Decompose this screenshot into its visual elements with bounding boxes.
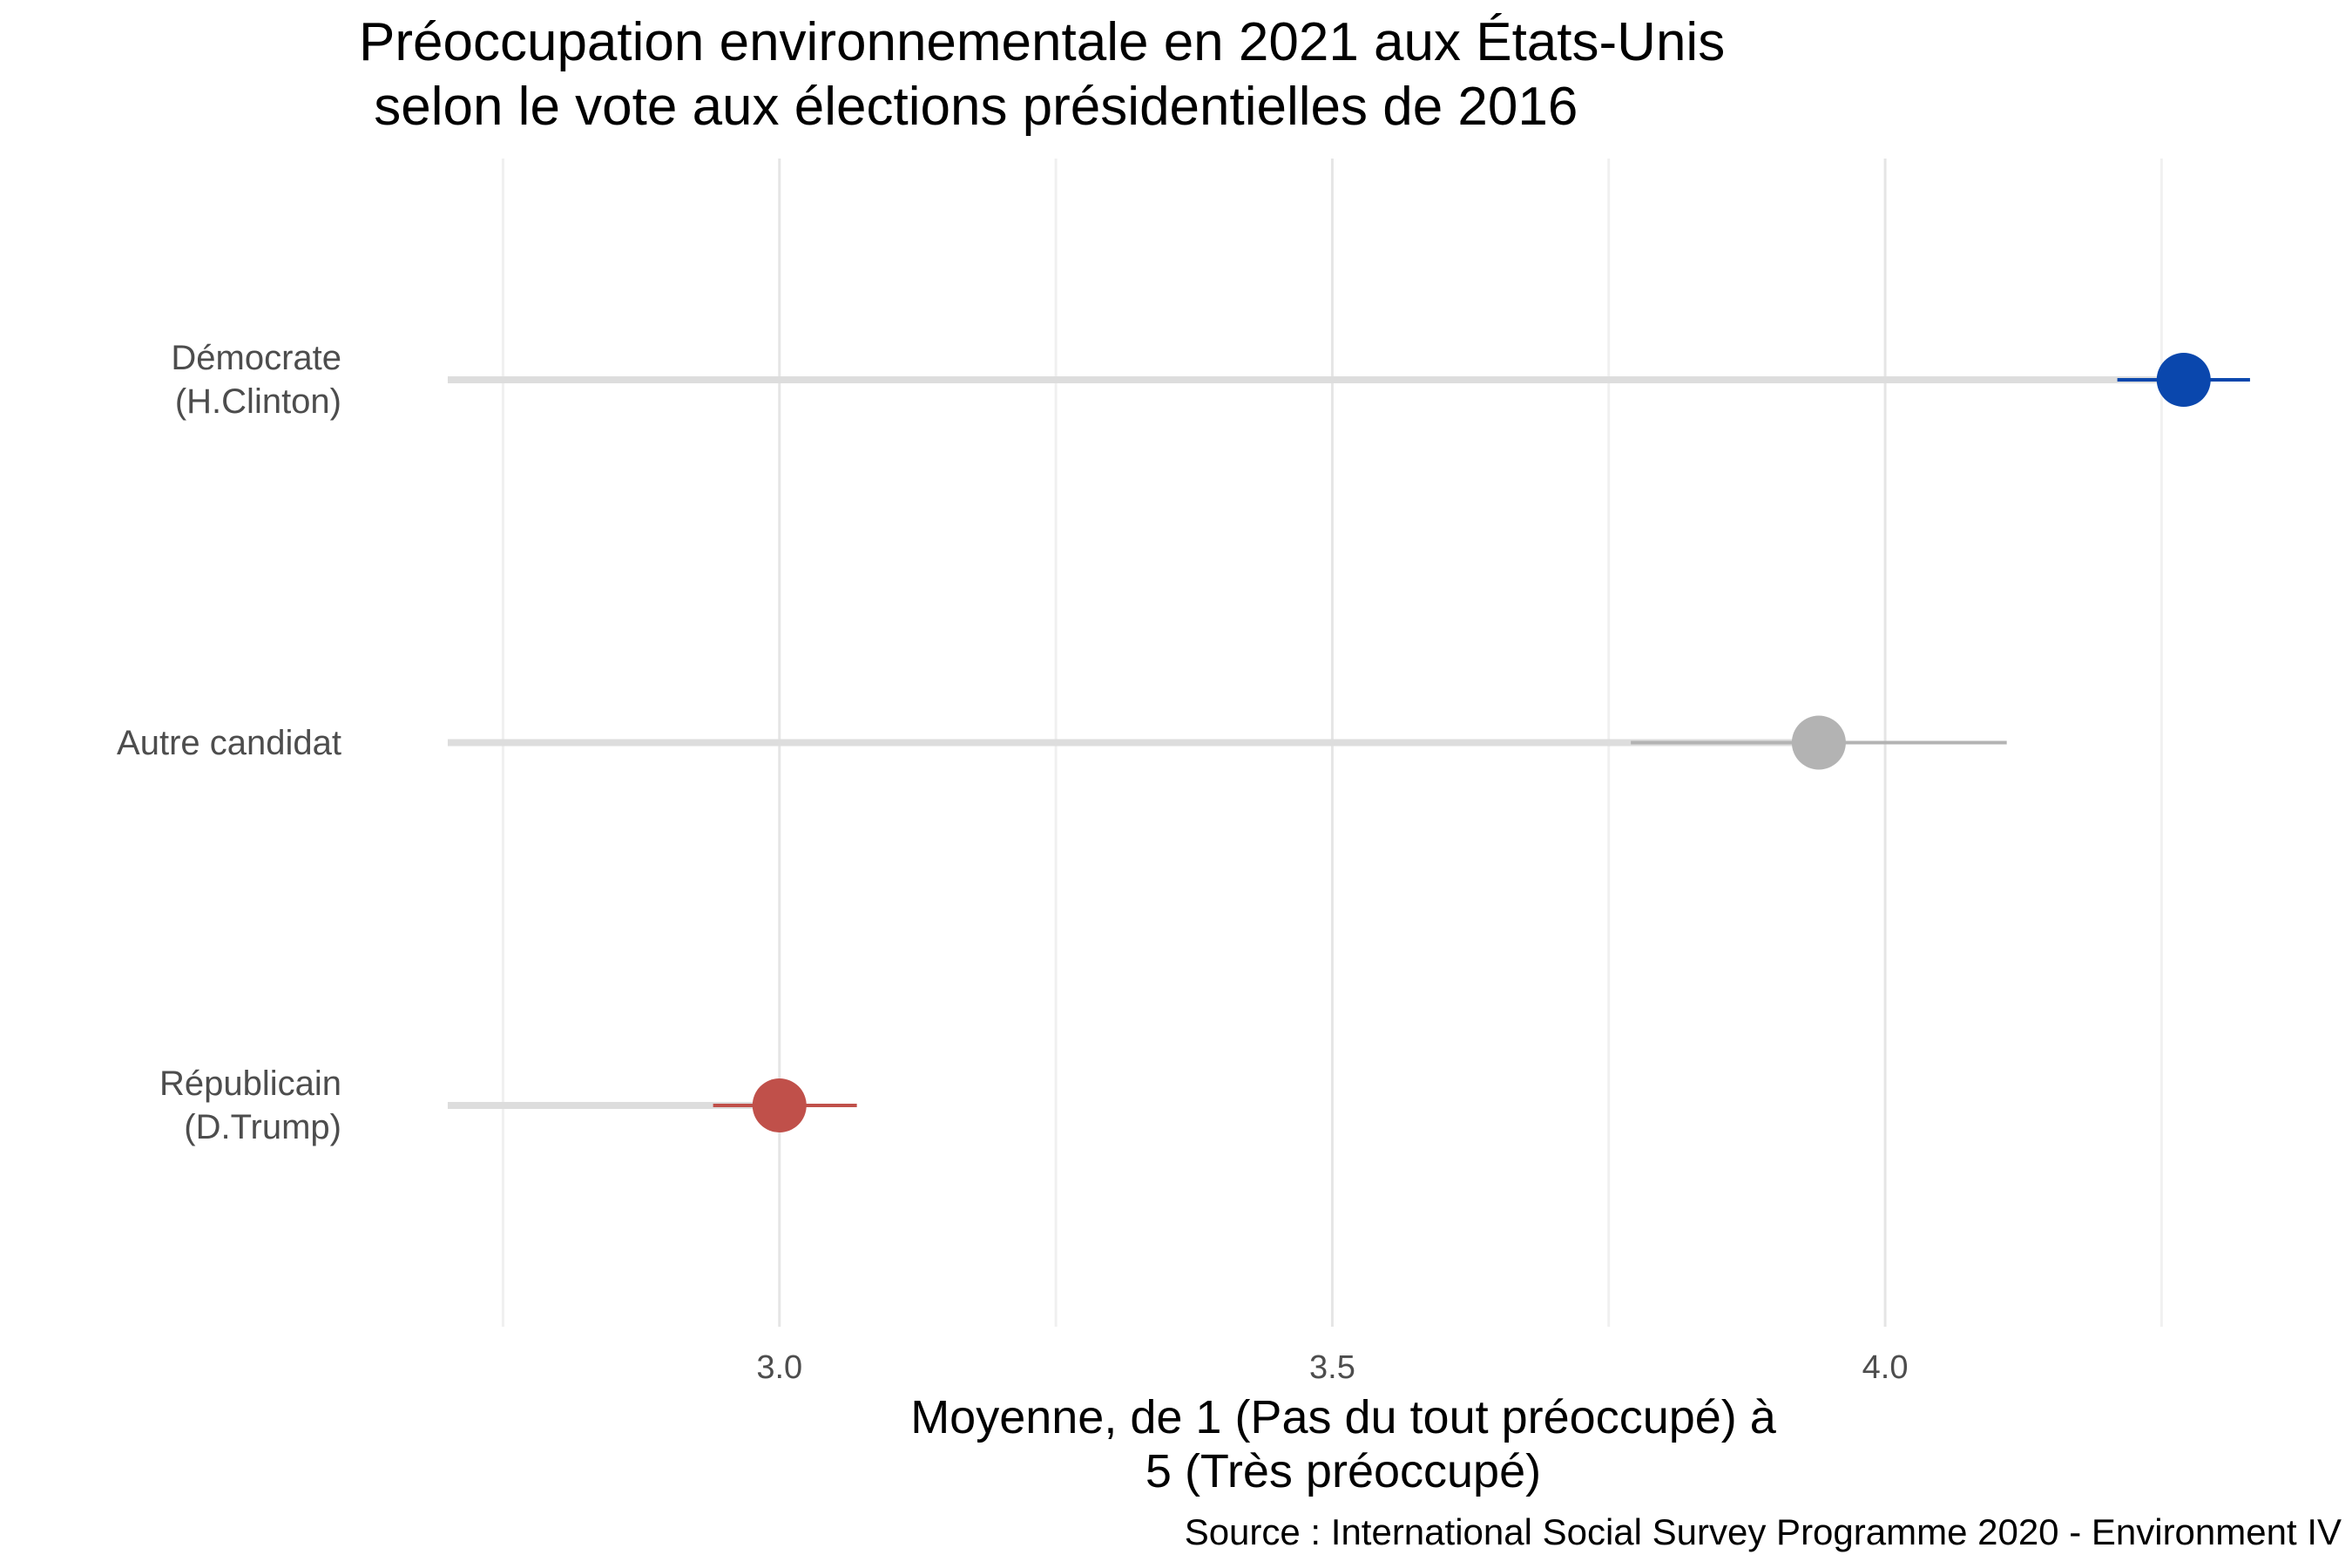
x-tick-label: 4.0 bbox=[1862, 1349, 1909, 1386]
x-axis-label: Moyenne, de 1 (Pas du tout préoccupé) à … bbox=[910, 1391, 1776, 1497]
y-tick-label: Démocrate (H.Clinton) bbox=[171, 339, 341, 422]
chart-title: Préoccupation environnementale en 2021 a… bbox=[359, 12, 1726, 137]
x-tick-label: 3.0 bbox=[756, 1349, 802, 1386]
caption: Source : International Social Survey Pro… bbox=[1184, 1511, 2342, 1552]
point bbox=[752, 1078, 807, 1132]
x-tick-label: 3.5 bbox=[1309, 1349, 1355, 1386]
y-tick-label: Autre candidat bbox=[117, 723, 341, 762]
y-tick-label: Républicain (D.Trump) bbox=[159, 1064, 341, 1146]
point bbox=[1791, 715, 1846, 770]
point bbox=[2156, 353, 2211, 408]
